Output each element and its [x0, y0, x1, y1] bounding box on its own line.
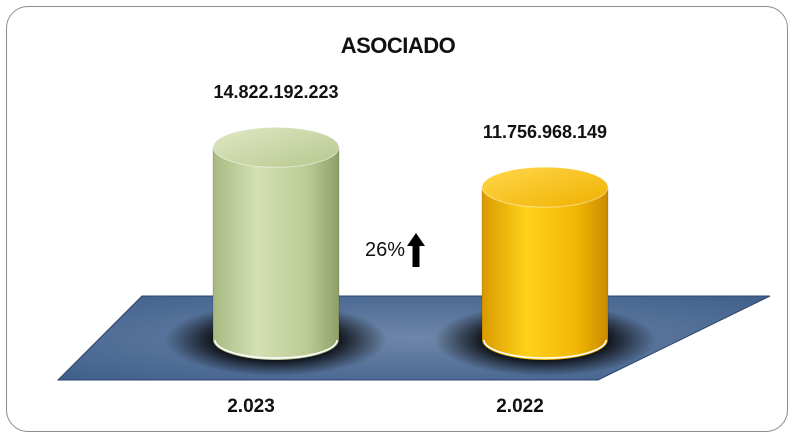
bar-base-rim	[483, 339, 607, 359]
bar-2.022	[481, 186, 609, 361]
arrow-up-icon	[407, 233, 426, 267]
category-label: 2.023	[227, 396, 275, 417]
value-label: 11.756.968.149	[482, 122, 608, 143]
bar-2.023	[212, 146, 340, 361]
chart-floor	[56, 295, 771, 381]
chart-title: ASOCIADO	[340, 33, 456, 58]
value-label: 14.822.192.223	[213, 82, 339, 103]
growth-percent: 26%	[365, 238, 406, 261]
growth-annotation: 26%	[365, 233, 426, 267]
bar-top-cap	[481, 166, 609, 208]
bar-top-cap	[212, 126, 340, 168]
bar-base-rim	[214, 339, 338, 359]
category-label: 2.022	[496, 396, 544, 417]
